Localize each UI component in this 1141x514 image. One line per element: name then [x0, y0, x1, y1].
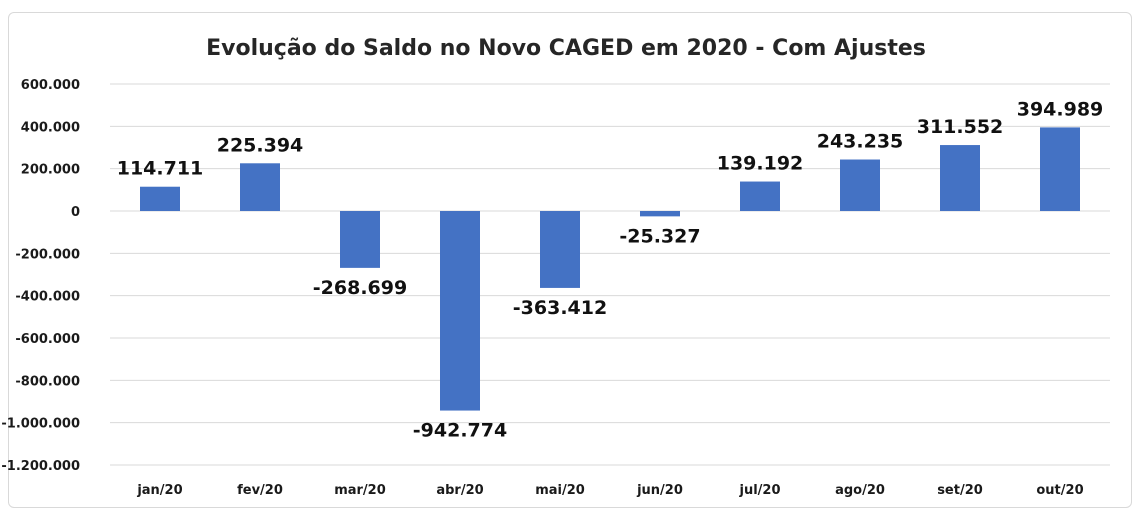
y-tick-label: 400.000 [21, 120, 80, 135]
y-tick-label: -200.000 [15, 247, 80, 262]
bar-abr-20 [440, 211, 480, 411]
bar-fev-20 [240, 163, 280, 211]
chart-title: Evolução do Saldo no Novo CAGED em 2020 … [206, 36, 926, 61]
x-category-label: jan/20 [136, 483, 182, 498]
y-axis-ticks: 600.000 400.000 200.000 0 -200.000 -400.000 -6… [1, 78, 80, 474]
data-label: 243.235 [817, 131, 904, 153]
data-label: 114.711 [117, 158, 204, 180]
x-category-label: out/20 [1036, 483, 1083, 498]
bar-mai-20 [540, 211, 580, 288]
bar-jul-20 [740, 181, 780, 211]
bars [140, 127, 1080, 411]
y-tick-label: 200.000 [21, 163, 80, 178]
x-category-label: set/20 [937, 483, 983, 498]
bar-out-20 [1040, 127, 1080, 211]
bar-mar-20 [340, 211, 380, 268]
data-label: 139.192 [717, 153, 804, 175]
bar-set-20 [940, 145, 980, 211]
x-category-label: jul/20 [738, 483, 780, 498]
bar-ago-20 [840, 159, 880, 211]
x-category-label: mai/20 [535, 483, 585, 498]
y-tick-label: -600.000 [15, 332, 80, 347]
y-tick-label: 0 [71, 205, 80, 220]
x-category-label: abr/20 [436, 483, 483, 498]
y-tick-label: -400.000 [15, 290, 80, 305]
data-label: 311.552 [917, 116, 1004, 138]
data-label: -942.774 [413, 420, 507, 442]
x-category-label: mar/20 [334, 483, 386, 498]
x-category-label: fev/20 [237, 483, 283, 498]
data-label: -363.412 [513, 297, 607, 319]
gridlines [110, 83, 1110, 466]
x-category-label: jun/20 [636, 483, 683, 498]
bar-jun-20 [640, 211, 680, 217]
bar-jan-20 [140, 186, 180, 211]
y-tick-label: -800.000 [15, 374, 80, 389]
data-label: 225.394 [217, 134, 304, 156]
y-tick-label: -1.000.000 [1, 417, 80, 432]
data-labels: 114.711 225.394 -268.699 -942.774 -363.412 -2… [117, 98, 1104, 441]
x-axis-categories: jan/20 fev/20 mar/20 abr/20 mai/20 jun/20 jul/… [136, 483, 1083, 498]
data-label: -25.327 [619, 225, 700, 247]
x-category-label: ago/20 [835, 483, 885, 498]
data-label: -268.699 [313, 277, 407, 299]
data-label: 394.989 [1017, 98, 1104, 120]
y-tick-label: -1.200.000 [1, 459, 80, 474]
y-tick-label: 600.000 [21, 78, 80, 93]
